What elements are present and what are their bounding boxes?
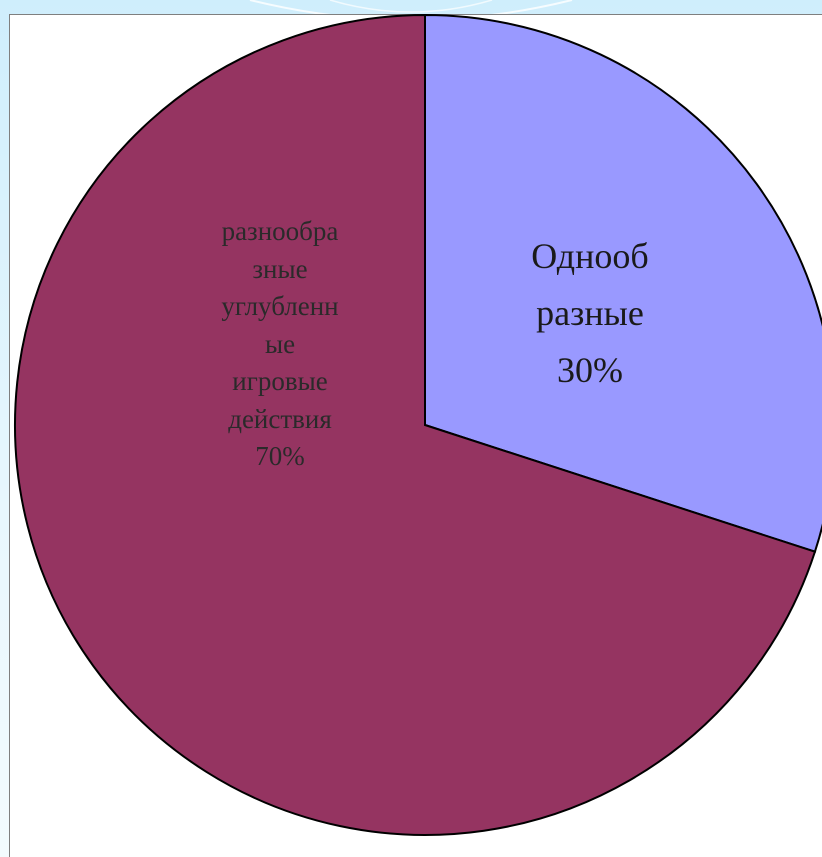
pie-slice-monotonous [424, 13, 822, 553]
slice-label-monotonous: Однооб разные 30% [531, 236, 649, 390]
pie-slice-varied [14, 13, 817, 836]
slice-label-varied: разнообра зные углубленн ые игровые дейс… [221, 216, 339, 471]
